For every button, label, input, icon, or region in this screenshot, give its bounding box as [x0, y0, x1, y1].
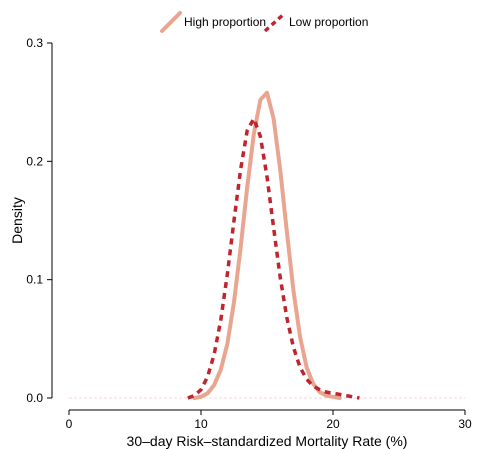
x-axis-title: 30–day Risk–standardized Mortality Rate …	[127, 433, 408, 449]
series-layer	[187, 90, 360, 400]
y-tick-label: 0.1	[26, 273, 43, 287]
x-tick-label: 20	[326, 417, 340, 431]
legend-label-high-proportion: High proportion	[184, 15, 266, 29]
legend-swatch-high-proportion	[160, 11, 182, 33]
legend: High proportion Low proportion	[160, 11, 368, 33]
axes: 0 10 20 30 0.0 0.1 0.2 0.3	[26, 36, 472, 431]
y-axis-title: Density	[9, 197, 25, 244]
y-tick-label: 0.3	[26, 36, 43, 50]
x-tick-label: 30	[458, 417, 472, 431]
legend-label-low-proportion: Low proportion	[289, 15, 368, 29]
series-line-low-proportion	[187, 116, 360, 400]
legend-swatch-low-proportion	[263, 11, 287, 33]
y-tick-label: 0.2	[26, 154, 43, 168]
x-tick-label: 0	[66, 417, 73, 431]
x-tick-label: 10	[194, 417, 208, 431]
y-tick-label: 0.0	[26, 391, 43, 405]
